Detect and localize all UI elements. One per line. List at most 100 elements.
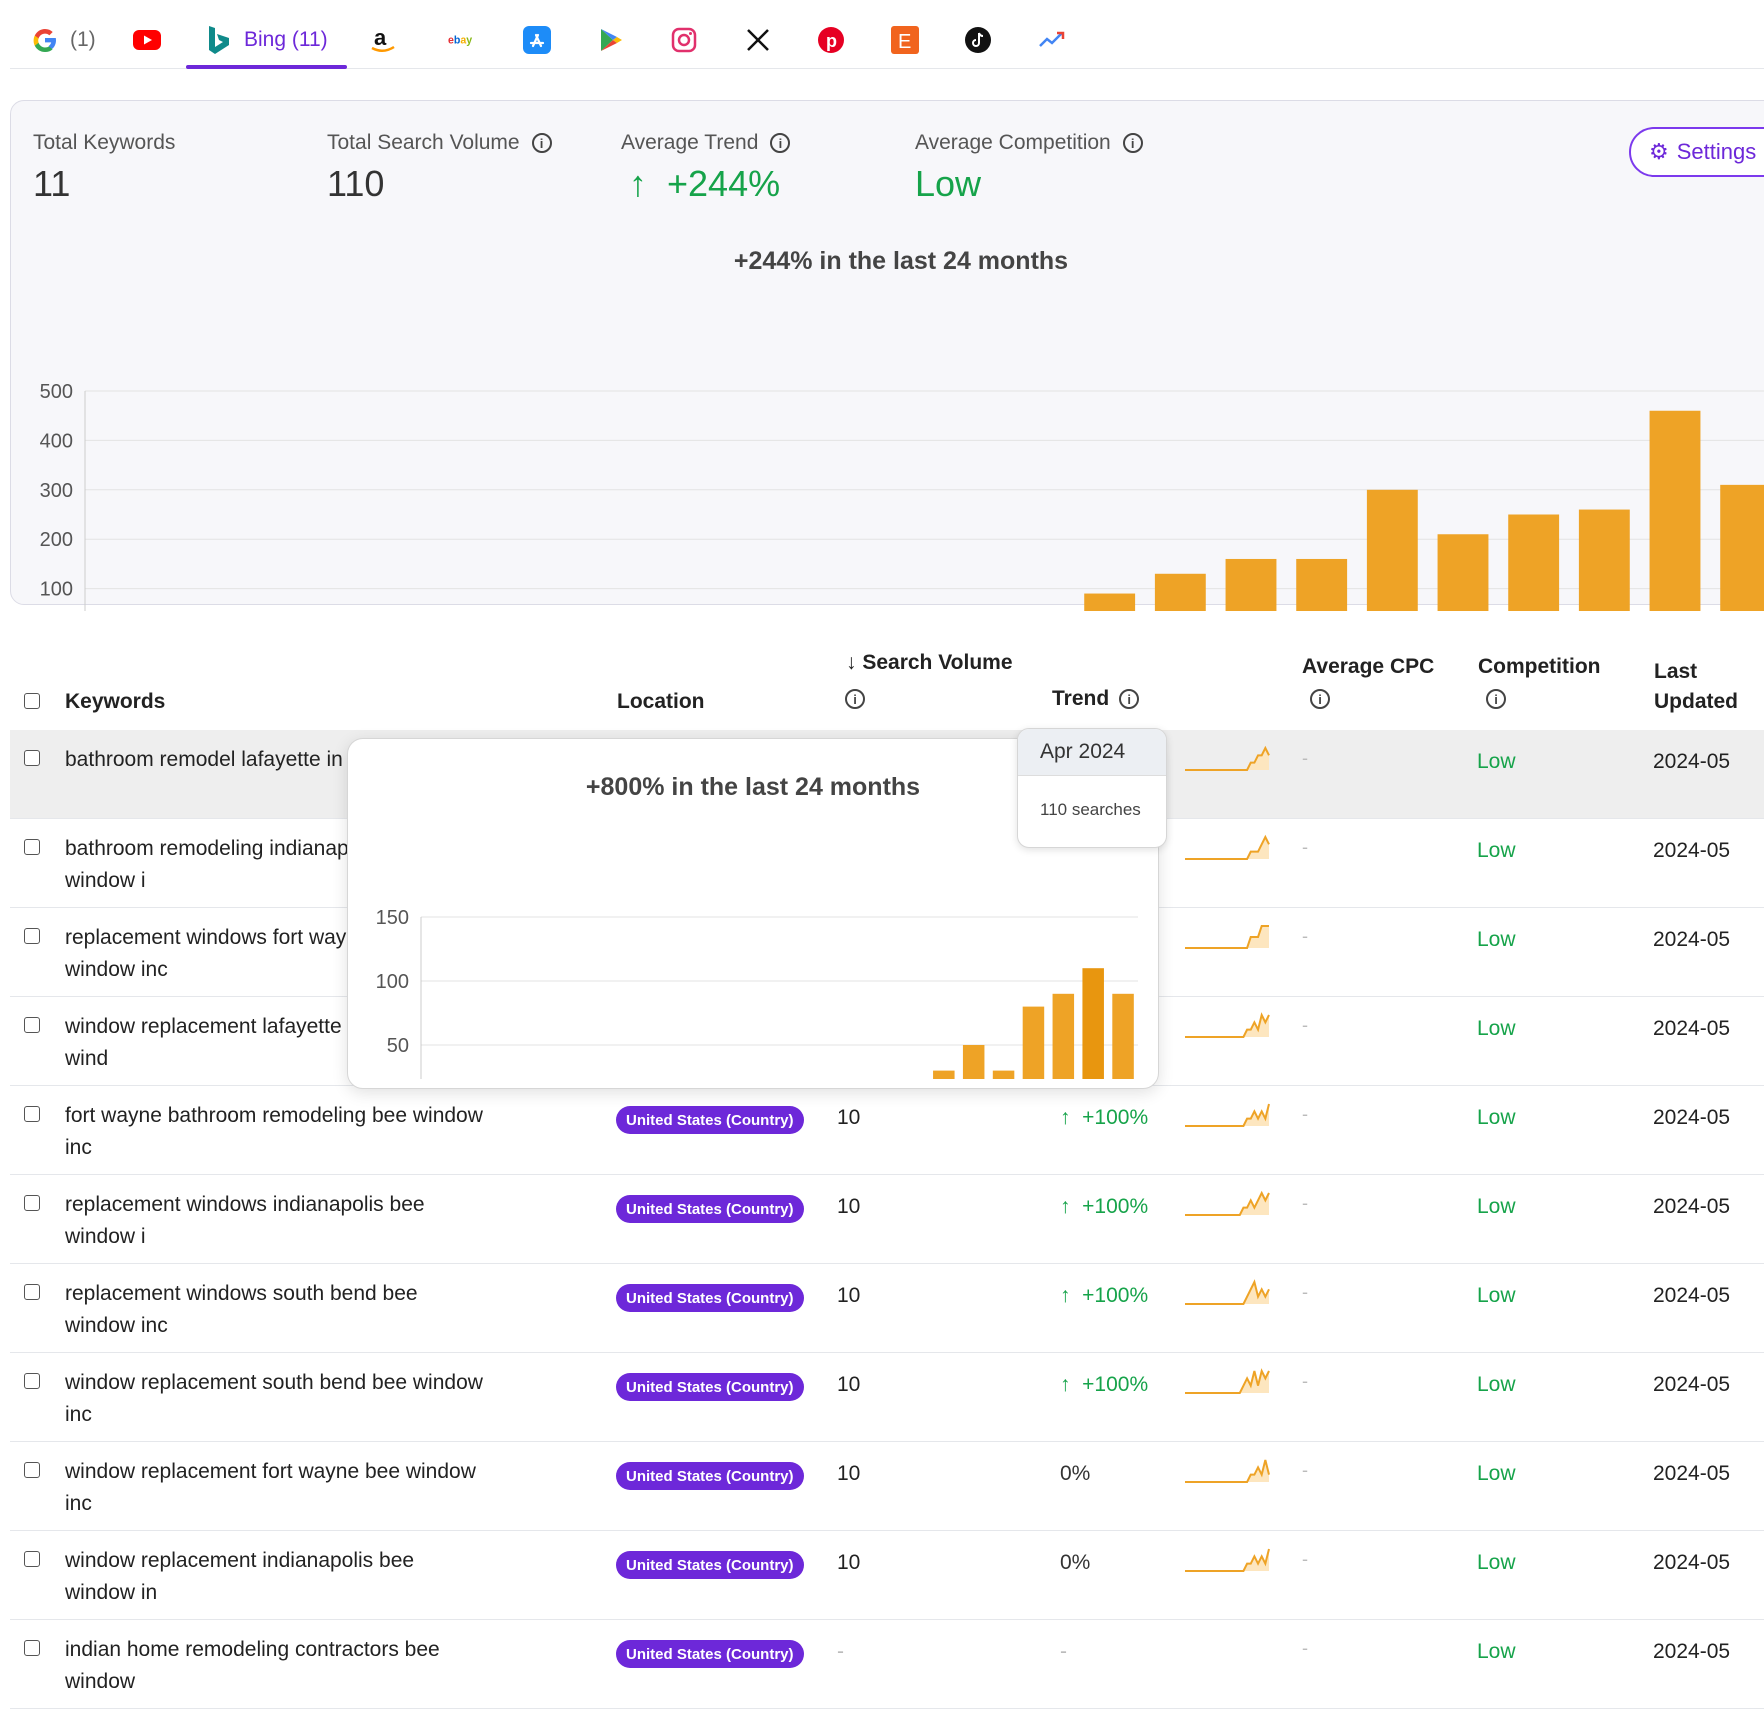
keyword-text[interactable]: window replacement south bend bee window… xyxy=(65,1371,483,1426)
trend-sparkline[interactable] xyxy=(1185,1100,1275,1130)
table-row[interactable]: window replacement fort wayne bee window… xyxy=(10,1442,1764,1531)
y-tick-label: 500 xyxy=(40,381,73,403)
tab-bing[interactable]: Bing (11) xyxy=(204,14,328,66)
ebay-icon: ebay xyxy=(448,25,478,55)
tab-pinterest[interactable]: p xyxy=(816,14,846,66)
tooltip-value: 110 searches xyxy=(1040,800,1141,819)
row-checkbox[interactable] xyxy=(24,1284,40,1300)
location-badge: United States (Country) xyxy=(616,1106,804,1134)
average-cpc: - xyxy=(1302,748,1308,768)
select-all-checkbox[interactable] xyxy=(24,693,40,709)
info-icon[interactable]: i xyxy=(531,133,552,153)
trend-sparkline[interactable] xyxy=(1185,922,1275,952)
bar xyxy=(1296,558,1348,611)
row-checkbox[interactable] xyxy=(24,1017,40,1033)
competition-value: Low xyxy=(1477,1195,1516,1218)
tab-instagram[interactable] xyxy=(669,14,699,66)
trend-sparkline[interactable] xyxy=(1185,1456,1275,1486)
info-icon[interactable]: i xyxy=(845,689,865,709)
last-updated: 2024-05 xyxy=(1653,750,1731,773)
trend-sparkline[interactable] xyxy=(1185,1545,1275,1575)
table-row[interactable]: replacement windows south bend bee windo… xyxy=(10,1264,1764,1353)
row-checkbox[interactable] xyxy=(24,1373,40,1389)
header-keywords[interactable]: Keywords xyxy=(65,690,166,713)
table-row[interactable]: replacement windows indianapolis bee win… xyxy=(10,1175,1764,1264)
tab-etsy[interactable]: E xyxy=(890,14,920,66)
avg-trend-value: ↑ +244% xyxy=(629,163,781,204)
row-checkbox[interactable] xyxy=(24,839,40,855)
average-cpc: - xyxy=(1302,1638,1308,1658)
header-trend[interactable]: Trend i xyxy=(1052,687,1140,711)
keyword-text[interactable]: bathroom remodeling indianapolis bee win… xyxy=(65,837,422,892)
header-location[interactable]: Location xyxy=(617,690,705,713)
keyword-text[interactable]: indian home remodeling contractors bee w… xyxy=(65,1638,440,1693)
trends-icon xyxy=(1037,25,1067,55)
average-cpc: - xyxy=(1302,1015,1308,1035)
trend-sparkline[interactable] xyxy=(1185,744,1275,774)
tab-trends[interactable] xyxy=(1037,14,1067,66)
popup-chart-title: +800% in the last 24 months xyxy=(585,773,921,801)
last-updated: 2024-05 xyxy=(1653,1195,1731,1218)
info-icon[interactable]: i xyxy=(1119,689,1140,709)
table-row[interactable]: fort wayne bathroom remodeling bee windo… xyxy=(10,1086,1764,1175)
trend-sparkline[interactable] xyxy=(1185,1011,1275,1041)
sparkline-line xyxy=(1185,1459,1270,1483)
info-icon[interactable]: i xyxy=(1122,133,1143,153)
avg-competition-label: Average Competition i xyxy=(915,131,1143,155)
trend-value: 0% xyxy=(1060,1551,1091,1574)
keyword-text[interactable]: window replacement indianapolis bee wind… xyxy=(65,1549,415,1604)
row-checkbox[interactable] xyxy=(24,1195,40,1211)
popup-bar-chart: 050100150Jun 2022Oct 2022Feb 2023Jun 202… xyxy=(376,907,1138,1079)
keyword-text[interactable]: replacement windows south bend bee windo… xyxy=(65,1282,418,1337)
tab-x[interactable] xyxy=(743,14,773,66)
row-checkbox[interactable] xyxy=(24,1551,40,1567)
average-cpc: - xyxy=(1302,1549,1308,1569)
info-icon[interactable]: i xyxy=(1310,689,1330,709)
tab-google[interactable]: (1) xyxy=(30,14,96,66)
keyword-text[interactable]: window replacement fort wayne bee window… xyxy=(65,1460,476,1515)
header-last-updated[interactable]: Last Updated xyxy=(1654,660,1738,713)
trend-value: - xyxy=(1060,1640,1067,1663)
row-checkbox[interactable] xyxy=(24,928,40,944)
header-average-cpc[interactable]: Average CPC xyxy=(1302,655,1435,678)
trend-sparkline[interactable] xyxy=(1185,833,1275,863)
competition-value: Low xyxy=(1477,1284,1516,1307)
row-checkbox[interactable] xyxy=(24,1462,40,1478)
tab-app-store[interactable] xyxy=(522,14,552,66)
row-checkbox[interactable] xyxy=(24,750,40,766)
trend-sparkline[interactable] xyxy=(1185,1189,1275,1219)
arrow-up-icon: ↑ xyxy=(1060,1373,1071,1396)
average-cpc: - xyxy=(1302,1371,1308,1391)
trend-value: ↑ +100% xyxy=(1060,1195,1149,1218)
keyword-text[interactable]: replacement windows fort wayne bee windo… xyxy=(65,926,411,981)
keyword-text[interactable]: fort wayne bathroom remodeling bee windo… xyxy=(65,1104,483,1159)
arrow-up-icon: ↑ xyxy=(629,163,647,204)
trend-sparkline[interactable] xyxy=(1185,1367,1275,1397)
tab-youtube[interactable] xyxy=(132,14,162,66)
trend-sparkline[interactable] xyxy=(1185,1278,1275,1308)
gear-icon: ⚙ xyxy=(1649,139,1669,164)
settings-button[interactable]: ⚙ Settings xyxy=(1629,127,1764,177)
table-row[interactable]: indian home remodeling contractors bee w… xyxy=(10,1620,1764,1709)
info-icon[interactable]: i xyxy=(1486,689,1506,709)
tab-tiktok[interactable] xyxy=(963,14,993,66)
sparkline-area xyxy=(1185,1371,1269,1393)
table-row[interactable]: window replacement indianapolis bee wind… xyxy=(10,1531,1764,1620)
tab-google-play[interactable] xyxy=(595,14,625,66)
table-header: Keywords Location ↓ Search Volume i Tren… xyxy=(0,640,1764,730)
y-tick-label: 50 xyxy=(387,1035,409,1057)
keyword-text[interactable]: replacement windows indianapolis bee win… xyxy=(65,1193,425,1248)
header-competition[interactable]: Competition xyxy=(1478,655,1601,678)
tab-amazon[interactable]: a xyxy=(368,14,398,66)
row-checkbox[interactable] xyxy=(24,1640,40,1656)
info-icon[interactable]: i xyxy=(770,133,791,153)
sparkline-area xyxy=(1185,1015,1269,1037)
trend-value: 0% xyxy=(1060,1462,1091,1485)
table-row[interactable]: window replacement south bend bee window… xyxy=(10,1353,1764,1442)
last-updated: 2024-05 xyxy=(1653,1106,1731,1129)
row-checkbox[interactable] xyxy=(24,1106,40,1122)
trend-sparkline[interactable] xyxy=(1185,1634,1275,1664)
bar xyxy=(992,1070,1015,1079)
tab-ebay[interactable]: ebay xyxy=(448,14,478,66)
header-search-volume[interactable]: ↓ Search Volume xyxy=(846,651,1013,674)
